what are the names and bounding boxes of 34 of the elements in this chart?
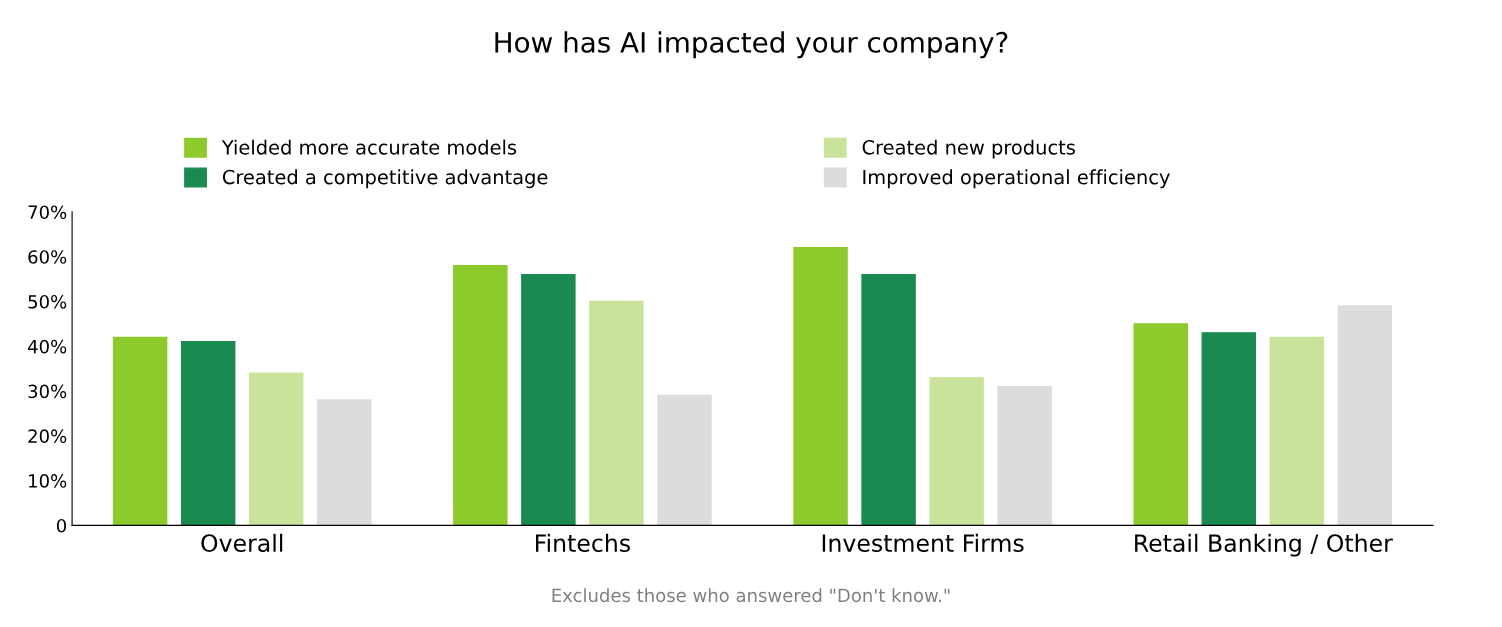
y-tick-label: 60% (28, 250, 67, 264)
x-tick-label: Investment Firms (822, 533, 1024, 553)
bar (657, 394, 712, 526)
text: Excludes those who answered "Don't know." (552, 588, 950, 603)
bar (589, 300, 644, 526)
bar (521, 273, 576, 526)
x-tick-label: Fintechs (536, 533, 630, 553)
x-tick-label: Overall (201, 533, 283, 553)
y-tick-label: 50% (28, 294, 67, 309)
y-tick-label: 30% (28, 384, 67, 399)
y-tick-label: 0 (56, 518, 67, 533)
bar (861, 273, 916, 526)
y-tick-label: 40% (27, 339, 67, 354)
legend-label: Improved operational efficiency (863, 169, 1170, 189)
bar (248, 372, 304, 526)
bar (1337, 305, 1393, 526)
bar (1201, 332, 1257, 526)
bar (180, 341, 236, 526)
legend-label: Created new products (862, 139, 1075, 159)
y-tick-label: 20% (28, 429, 67, 443)
bar (793, 247, 848, 526)
y-tick-label: 70% (28, 205, 67, 220)
x-tick-label: Retail Banking / Other (1135, 533, 1393, 557)
bar (453, 264, 508, 526)
bar (929, 376, 984, 526)
legend-label: Yielded more accurate models (221, 139, 517, 155)
bar (112, 336, 168, 526)
chart-title: How has AI impacted your company? (495, 31, 1008, 59)
bar (997, 385, 1052, 526)
y-tick-label: 10% (29, 474, 67, 488)
legend-label: Created a competitive advantage (222, 169, 548, 189)
bar (1133, 323, 1188, 526)
bar (317, 399, 372, 526)
bar (1269, 336, 1325, 526)
